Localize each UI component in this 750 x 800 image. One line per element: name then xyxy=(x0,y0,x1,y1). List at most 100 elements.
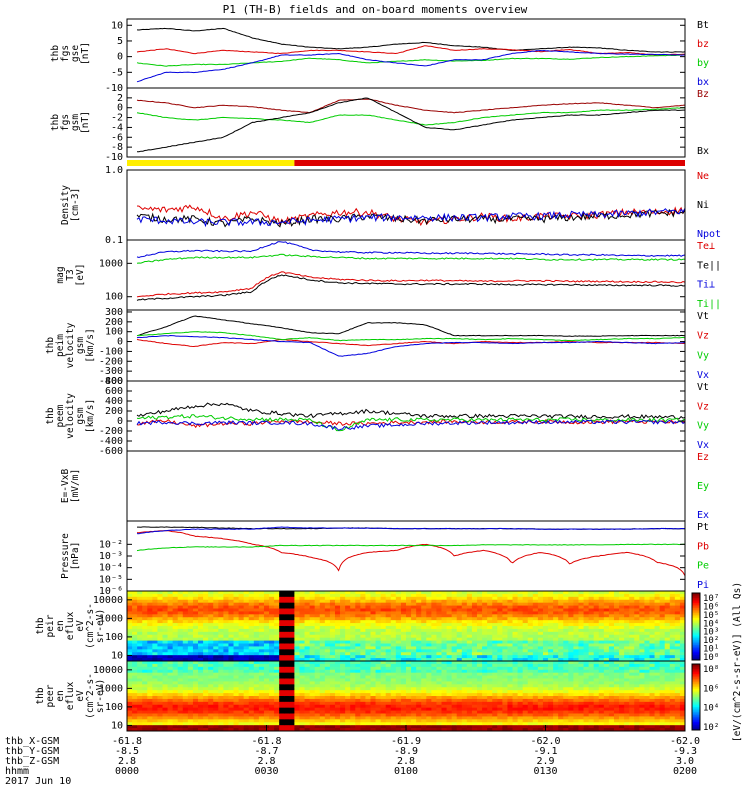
spectrogram-cell xyxy=(395,646,402,650)
spectrogram-cell xyxy=(522,661,529,665)
legend-Vt: Vt xyxy=(697,311,709,322)
spectrogram-cell xyxy=(537,631,544,636)
spectrogram-cell xyxy=(228,725,234,729)
spectrogram-cell xyxy=(329,634,336,639)
spectrogram-cell xyxy=(314,663,321,668)
spectrogram-cell xyxy=(583,623,590,627)
spectrogram-cell xyxy=(441,669,447,674)
spectrogram-cell xyxy=(340,701,346,706)
spectrogram-cell xyxy=(426,646,432,650)
spectrogram-cell xyxy=(289,620,295,624)
spectrogram-cell xyxy=(127,617,133,621)
spectrogram-cell xyxy=(167,640,174,644)
spectrogram-cell xyxy=(203,623,209,627)
spectrogram-cell xyxy=(162,713,168,717)
spectrogram-cell xyxy=(431,593,437,598)
spectrogram-cell xyxy=(258,631,265,636)
spectrogram-cell xyxy=(542,698,549,703)
spectrogram-cell xyxy=(187,628,194,633)
spectrogram-cell xyxy=(309,704,316,709)
spectrogram-cell xyxy=(319,655,326,659)
spectrogram-cell xyxy=(162,605,168,609)
spectrogram-cell xyxy=(340,725,346,729)
spectrogram-cell xyxy=(329,725,336,729)
spectrogram-cell xyxy=(553,649,559,653)
spectrogram-cell xyxy=(198,631,204,636)
spectrogram-cell xyxy=(603,591,610,595)
spectrogram-cell xyxy=(619,602,625,606)
spectrogram-cell xyxy=(649,617,655,621)
spectrogram-cell xyxy=(563,634,569,639)
spectrogram-cell xyxy=(208,661,214,665)
spectrogram-cell xyxy=(345,698,351,703)
spectrogram-cell xyxy=(542,672,549,676)
spectrogram-cell xyxy=(446,614,453,618)
spectrogram-cell xyxy=(157,728,163,732)
spectrogram-cell xyxy=(360,649,366,653)
spectrogram-cell xyxy=(542,687,549,691)
spectrogram-cell xyxy=(619,646,625,650)
spectrogram-cell xyxy=(629,631,635,636)
spectrogram-cell xyxy=(233,611,239,615)
spectrogram-cell xyxy=(319,649,326,653)
spectrogram-cell xyxy=(406,614,412,618)
spectrogram-cell xyxy=(172,626,179,630)
spectrogram-cell xyxy=(294,617,300,621)
spectrogram-cell xyxy=(345,637,351,641)
spectrogram-cell xyxy=(294,643,300,647)
spectrogram-cell xyxy=(228,626,234,630)
spectrogram-cell xyxy=(573,663,579,668)
spectrogram-cell xyxy=(243,596,250,601)
spectrogram-cell xyxy=(248,722,255,726)
spectrogram-cell xyxy=(395,614,402,618)
spectrogram-cell xyxy=(441,602,447,606)
spectrogram-cell xyxy=(152,698,158,703)
spectrogram-cell xyxy=(365,620,371,624)
spectrogram-cell xyxy=(345,596,351,601)
spectrogram-cell xyxy=(416,593,422,598)
spectrogram-cell xyxy=(208,611,214,615)
spectrogram-cell xyxy=(294,661,300,665)
spectrogram-cell xyxy=(512,652,518,656)
spectrogram-cell xyxy=(334,626,341,630)
spectrogram-cell xyxy=(411,675,417,679)
spectrogram-cell xyxy=(482,591,488,595)
spectrogram-cell xyxy=(304,687,311,691)
spectrogram-cell xyxy=(340,655,346,659)
spectrogram-cell xyxy=(147,669,153,674)
spectrogram-cell xyxy=(558,687,564,691)
spectrogram-cell xyxy=(487,655,493,659)
spectrogram-cell xyxy=(223,658,229,662)
spectrogram-cell xyxy=(421,678,427,682)
spectrogram-cell xyxy=(380,707,387,711)
spectrogram-cell xyxy=(314,698,321,703)
spectrogram-cell xyxy=(400,725,407,729)
spectrogram-cell xyxy=(258,704,265,709)
spectrogram-cell xyxy=(355,710,361,714)
spectrogram-cell xyxy=(198,725,204,729)
spectrogram-cell xyxy=(182,626,189,630)
spectrogram-cell xyxy=(340,620,346,624)
spectrogram-cell xyxy=(482,690,488,694)
spectrogram-cell xyxy=(355,611,361,615)
spectrogram-cell xyxy=(629,614,635,618)
spectrogram-cell xyxy=(542,596,549,601)
spectrogram-cell xyxy=(142,602,148,606)
spectrogram-cell xyxy=(360,634,366,639)
spectrogram-cell xyxy=(243,626,250,630)
spectrogram-cell xyxy=(385,698,392,703)
spectrogram-cell xyxy=(548,614,554,618)
spectrogram-cell xyxy=(350,716,356,720)
spectrogram-cell xyxy=(279,704,285,709)
spectrogram-cell xyxy=(248,710,255,714)
spectrogram-cell xyxy=(243,698,250,703)
spectrogram-cell xyxy=(228,591,234,595)
spectrogram-cell xyxy=(253,698,260,703)
spectrogram-cell xyxy=(456,693,463,697)
ytick-label: 100 xyxy=(105,632,123,643)
spectrogram-cell xyxy=(279,608,285,612)
spectrogram-cell xyxy=(213,611,219,615)
spectrogram-cell xyxy=(613,608,620,612)
spectrogram-cell xyxy=(517,646,524,650)
spectrogram-cell xyxy=(634,628,640,633)
